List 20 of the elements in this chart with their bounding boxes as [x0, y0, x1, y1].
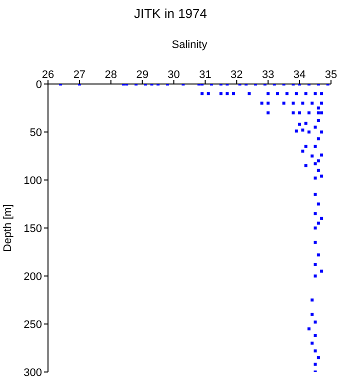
y-tick-label: 100 [24, 174, 42, 187]
x-tick-label: 32 [230, 69, 243, 81]
chart-title: JITK in 1974 [133, 6, 208, 23]
x-tick-label: 29 [136, 69, 148, 81]
x-tick-label: 34 [293, 69, 306, 81]
y-tick-label: 0 [36, 78, 42, 91]
y-tick-label: 300 [24, 366, 42, 379]
y-tick-label: 50 [30, 126, 42, 139]
x-tick-label: 35 [324, 69, 338, 81]
y-tick-label: 200 [24, 270, 42, 283]
x-axis-title: Salinity [172, 39, 208, 51]
x-tick-label: 27 [73, 69, 86, 81]
x-tick-label: 31 [199, 69, 212, 81]
x-tick-label: 30 [168, 69, 180, 81]
y-tick-label: 150 [24, 222, 42, 235]
x-tick-label: 26 [42, 69, 54, 81]
y-axis-title: Depth [m] [2, 204, 14, 252]
x-tick-label: 33 [262, 69, 274, 81]
y-tick-label: 250 [24, 318, 42, 331]
x-tick-label: 28 [104, 69, 118, 81]
